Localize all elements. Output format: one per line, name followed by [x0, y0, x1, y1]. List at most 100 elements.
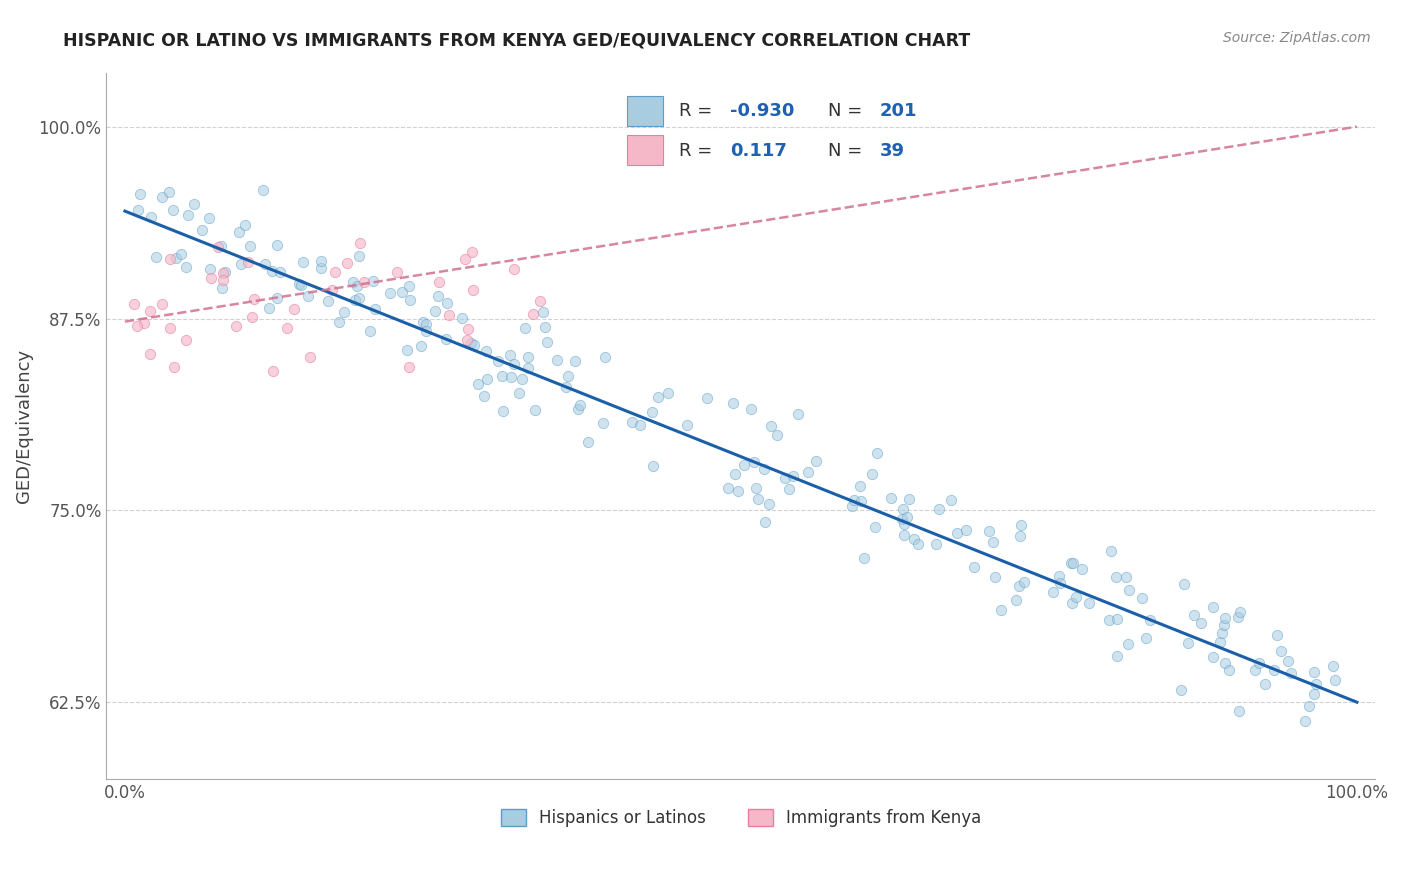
Point: [456, 333, 478, 347]
Point: [897, 491, 920, 506]
Point: [427, 289, 450, 303]
Point: [851, 494, 873, 508]
Point: [427, 275, 450, 289]
Point: [849, 479, 872, 493]
Point: [641, 458, 664, 473]
Point: [323, 265, 346, 279]
Point: [1208, 635, 1230, 649]
Point: [955, 523, 977, 537]
Point: [1115, 570, 1137, 584]
Text: HISPANIC OR LATINO VS IMMIGRANTS FROM KENYA GED/EQUIVALENCY CORRELATION CHART: HISPANIC OR LATINO VS IMMIGRANTS FROM KE…: [63, 31, 970, 49]
Point: [183, 196, 205, 211]
Point: [531, 304, 554, 318]
Point: [363, 274, 385, 288]
Point: [939, 493, 962, 508]
Point: [696, 391, 718, 405]
Point: [891, 512, 914, 526]
Point: [240, 310, 263, 325]
Point: [1105, 612, 1128, 626]
Point: [321, 284, 343, 298]
Legend: Hispanics or Latinos, Immigrants from Kenya: Hispanics or Latinos, Immigrants from Ke…: [494, 803, 988, 834]
Point: [1118, 582, 1140, 597]
Point: [981, 535, 1004, 549]
Point: [853, 551, 876, 566]
Point: [1042, 585, 1064, 599]
Point: [758, 497, 780, 511]
Point: [510, 372, 533, 386]
Point: [359, 324, 381, 338]
Point: [343, 293, 366, 308]
Point: [266, 291, 288, 305]
Point: [1303, 665, 1326, 680]
Point: [396, 343, 419, 358]
Point: [742, 455, 765, 469]
Point: [398, 279, 420, 293]
Point: [177, 208, 200, 222]
Point: [311, 253, 333, 268]
Point: [977, 524, 1000, 538]
Point: [523, 402, 546, 417]
Point: [127, 318, 149, 333]
Point: [1010, 518, 1032, 533]
Point: [928, 502, 950, 516]
Point: [804, 454, 827, 468]
Point: [225, 318, 247, 333]
Point: [316, 294, 339, 309]
Point: [1277, 654, 1299, 668]
Point: [463, 338, 485, 352]
Point: [236, 255, 259, 269]
Point: [461, 245, 484, 260]
Point: [893, 517, 915, 532]
Point: [1099, 544, 1122, 558]
Y-axis label: GED/Equivalency: GED/Equivalency: [15, 349, 32, 503]
Point: [557, 368, 579, 383]
Point: [515, 320, 537, 334]
Point: [1105, 570, 1128, 584]
Point: [191, 223, 214, 237]
Point: [290, 277, 312, 292]
Point: [157, 186, 180, 200]
Point: [170, 247, 193, 261]
Point: [1012, 574, 1035, 589]
Point: [891, 502, 914, 516]
Point: [866, 446, 889, 460]
Point: [283, 302, 305, 317]
Point: [1071, 562, 1094, 576]
Point: [564, 354, 586, 368]
Point: [516, 350, 538, 364]
Point: [522, 307, 544, 321]
Point: [1060, 556, 1083, 570]
Point: [399, 293, 422, 307]
Point: [349, 235, 371, 250]
Point: [1294, 714, 1316, 729]
Point: [409, 339, 432, 353]
Point: [200, 271, 222, 285]
Point: [1105, 648, 1128, 663]
Point: [503, 357, 526, 371]
Point: [211, 266, 233, 280]
Point: [1270, 643, 1292, 657]
Point: [546, 353, 568, 368]
Point: [657, 385, 679, 400]
Point: [159, 252, 181, 267]
Point: [467, 376, 489, 391]
Point: [342, 276, 364, 290]
Point: [501, 369, 523, 384]
Point: [347, 291, 370, 305]
Point: [641, 405, 664, 419]
Point: [1202, 649, 1225, 664]
Point: [259, 301, 281, 315]
Point: [724, 467, 747, 482]
Point: [592, 416, 614, 430]
Point: [128, 186, 150, 201]
Point: [1135, 631, 1157, 645]
Point: [436, 295, 458, 310]
Point: [311, 260, 333, 275]
Point: [328, 315, 350, 329]
Point: [127, 202, 149, 217]
Point: [1213, 618, 1236, 632]
Point: [766, 427, 789, 442]
Point: [266, 237, 288, 252]
Point: [1305, 677, 1327, 691]
Point: [925, 537, 948, 551]
